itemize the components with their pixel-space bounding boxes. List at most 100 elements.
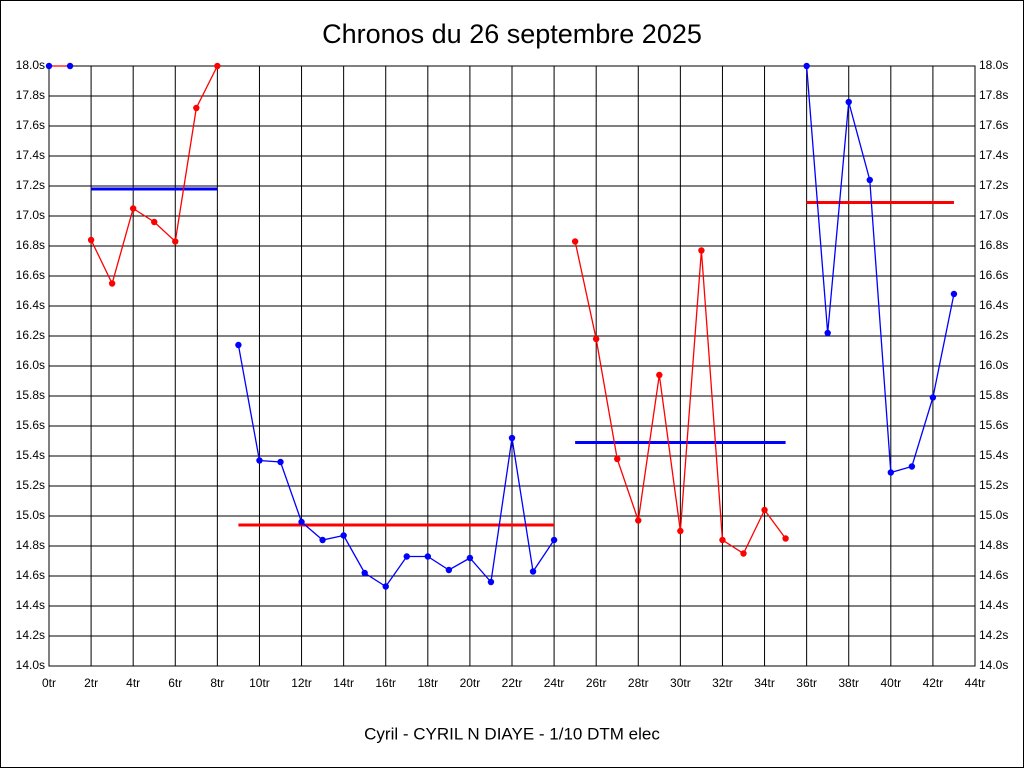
y-tick-label: 15.4s — [16, 448, 45, 462]
y2-tick-label: 15.2s — [979, 478, 1008, 492]
x-tick-label: 24tr — [544, 676, 565, 690]
x-tick-label: 28tr — [628, 676, 649, 690]
y-tick-label: 16.4s — [16, 298, 45, 312]
series-line — [237, 344, 555, 588]
data-point — [340, 532, 347, 539]
data-point — [129, 205, 137, 212]
y-tick-label: 18.0s — [16, 58, 45, 72]
y2-tick-label: 14.2s — [979, 628, 1008, 642]
x-tick-label: 2tr — [84, 676, 98, 690]
y2-tick-label: 18.0s — [979, 58, 1008, 72]
data-point — [761, 506, 768, 514]
data-point — [866, 176, 873, 184]
y2-tick-label: 14.4s — [979, 598, 1008, 612]
y-tick-label: 17.2s — [16, 178, 45, 192]
y-tick-label: 16.0s — [16, 358, 45, 372]
data-point — [908, 463, 916, 470]
x-tick-label: 32tr — [712, 676, 733, 690]
y2-tick-label: 15.0s — [979, 508, 1008, 522]
x-tick-label: 36tr — [796, 676, 817, 690]
data-point — [172, 238, 179, 245]
data-point — [592, 335, 600, 343]
data-point — [719, 536, 726, 544]
y2-tick-label: 17.6s — [979, 118, 1008, 132]
y2-tick-label: 16.2s — [979, 328, 1008, 342]
y2-tick-label: 15.6s — [979, 418, 1008, 432]
data-point — [256, 457, 263, 464]
y-tick-label: 17.6s — [16, 118, 45, 132]
y2-tick-label: 17.0s — [979, 208, 1008, 222]
data-point — [487, 578, 495, 586]
plot-border — [48, 65, 976, 667]
data-point — [151, 218, 158, 226]
data-point — [929, 394, 937, 401]
y2-tick-label: 15.8s — [979, 388, 1008, 402]
data-point — [214, 62, 221, 70]
data-point — [887, 469, 895, 476]
x-tick-label: 42tr — [923, 676, 944, 690]
y2-tick-label: 14.0s — [979, 658, 1008, 672]
chart-title: Chronos du 26 septembre 2025 — [322, 19, 702, 49]
y-tick-label: 14.4s — [16, 598, 45, 612]
data-point — [529, 568, 537, 575]
y-tick-label: 14.8s — [16, 538, 45, 552]
data-point — [508, 434, 516, 442]
data-point — [403, 553, 410, 560]
x-tick-label: 4tr — [126, 676, 140, 690]
x-tick-label: 22tr — [502, 676, 523, 690]
data-point — [193, 104, 200, 112]
y-tick-label: 17.8s — [16, 88, 45, 102]
data-point — [698, 247, 705, 254]
data-point — [466, 554, 474, 562]
y-tick-label: 14.6s — [16, 568, 45, 582]
data-point — [66, 62, 74, 70]
y2-tick-label: 17.8s — [979, 88, 1008, 102]
data-point — [445, 566, 453, 574]
data-point — [782, 535, 789, 542]
data-point — [614, 455, 621, 463]
y-tick-label: 16.8s — [16, 238, 45, 252]
y-tick-label: 15.0s — [16, 508, 45, 522]
x-tick-label: 30tr — [670, 676, 691, 690]
series-line — [805, 65, 955, 474]
x-axis-label: Cyril - CYRIL N DIAYE - 1/10 DTM elec — [364, 724, 660, 743]
data-point — [571, 238, 579, 245]
data-point — [361, 569, 368, 577]
data-point — [87, 236, 95, 244]
y-tick-label: 14.0s — [16, 658, 45, 672]
y-tick-label: 14.2s — [16, 628, 45, 642]
data-point — [824, 329, 831, 337]
data-point — [677, 527, 684, 535]
data-point — [424, 553, 432, 560]
data-point — [803, 62, 810, 70]
data-point — [950, 290, 958, 298]
y2-tick-label: 17.4s — [979, 148, 1008, 162]
data-point — [277, 458, 284, 466]
x-tick-label: 0tr — [42, 676, 56, 690]
y-tick-label: 15.6s — [16, 418, 45, 432]
x-tick-label: 10tr — [249, 676, 270, 690]
x-tick-label: 12tr — [291, 676, 312, 690]
x-tick-label: 34tr — [754, 676, 775, 690]
data-point — [845, 98, 852, 106]
y2-tick-label: 17.2s — [979, 178, 1008, 192]
data-point — [656, 371, 663, 379]
data-point — [108, 280, 116, 287]
x-tick-label: 16tr — [375, 676, 396, 690]
x-tick-label: 18tr — [417, 676, 438, 690]
data-point — [319, 536, 326, 544]
y-tick-label: 17.0s — [16, 208, 45, 222]
x-tick-label: 20tr — [460, 676, 481, 690]
y2-tick-label: 14.8s — [979, 538, 1008, 552]
y2-tick-label: 16.6s — [979, 268, 1008, 282]
y2-tick-label: 16.8s — [979, 238, 1008, 252]
data-point — [382, 583, 389, 590]
data-point — [635, 517, 642, 524]
y-tick-label: 15.2s — [16, 478, 45, 492]
x-tick-label: 38tr — [838, 676, 859, 690]
y-tick-label: 16.6s — [16, 268, 45, 282]
data-point — [235, 341, 242, 349]
y-tick-label: 15.8s — [16, 388, 45, 402]
